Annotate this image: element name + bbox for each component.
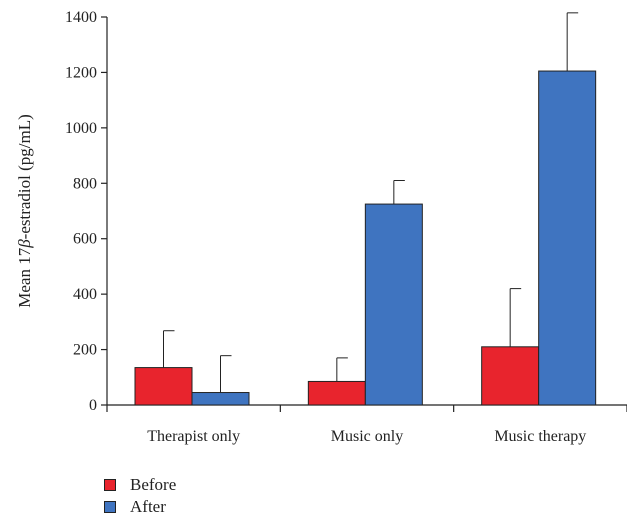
y-tick-label: 1400: [65, 9, 97, 26]
y-tick-label: 400: [73, 286, 97, 303]
legend-label-before: Before: [130, 475, 177, 494]
bar-after-1: [191, 392, 250, 406]
legend-item-before: Before: [104, 474, 176, 496]
y-axis-title: Mean 17β-estradiol (pg/mL): [15, 114, 34, 308]
x-tick-label: Music only: [331, 428, 403, 445]
bar-before-1: [134, 367, 193, 406]
legend-swatch-after: [104, 501, 116, 513]
legend-item-after: After: [104, 496, 176, 518]
bar-before-3: [481, 346, 540, 406]
y-tick-label: 600: [73, 231, 97, 248]
y-tick-label: 0: [89, 397, 97, 414]
legend-swatch-before: [104, 479, 116, 491]
legend-label-after: After: [130, 497, 166, 516]
y-tick-label: 800: [73, 175, 97, 192]
y-tick-label: 1000: [65, 120, 97, 137]
y-axis: 0 200 400 600 800 1000 1200 1400: [65, 9, 108, 414]
bar-before-2: [307, 380, 366, 406]
x-tick-label: Therapist only: [147, 428, 240, 445]
x-axis: Therapist only Music only Music therapy: [106, 404, 627, 445]
bar-after-2: [364, 203, 423, 406]
y-tick-label: 200: [73, 342, 97, 359]
y-tick-label: 1200: [65, 64, 97, 81]
bars: [134, 12, 597, 406]
bar-after-3: [538, 70, 597, 406]
bar-chart: 0 200 400 600 800 1000 1200 1400 Therapist only…: [15, 9, 627, 445]
x-tick-label: Music therapy: [494, 428, 586, 445]
legend: Before After: [104, 474, 176, 518]
